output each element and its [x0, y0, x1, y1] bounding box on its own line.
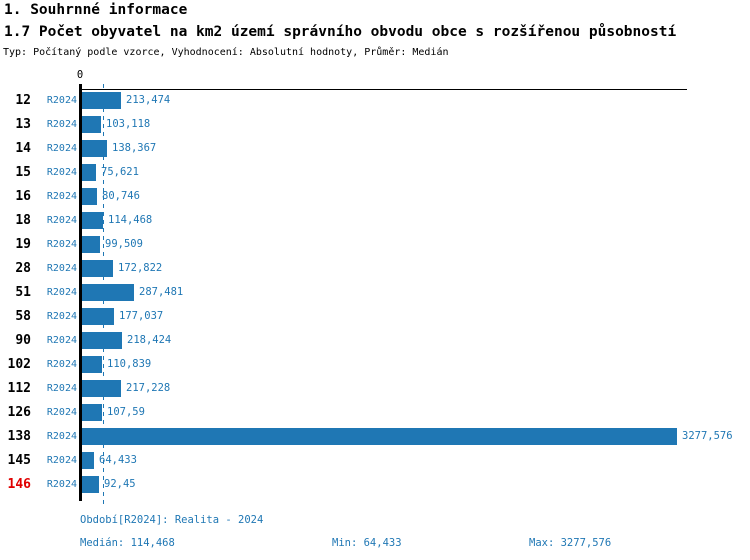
row-number: 15 [15, 165, 31, 180]
chart-row: 15 R2024 75,621 [0, 164, 750, 181]
period-label: R2024 [46, 215, 77, 226]
bar [82, 308, 114, 325]
axis-zero-label: 0 [76, 69, 84, 81]
chart-row: 18 R2024 114,468 [0, 212, 750, 229]
row-number: 12 [15, 93, 31, 108]
chart-row: 28 R2024 172,822 [0, 260, 750, 277]
period-label: R2024 [46, 191, 77, 202]
bar [82, 116, 101, 133]
bar-value-label: 172,822 [118, 262, 163, 274]
axis-top-line [80, 89, 687, 90]
bar [82, 284, 134, 301]
row-number: 112 [7, 381, 31, 396]
bar [82, 260, 113, 277]
chart-row: 126 R2024 107,59 [0, 404, 750, 421]
bar [82, 404, 102, 421]
period-label: R2024 [46, 287, 77, 298]
row-number: 146 [7, 477, 31, 492]
bar-value-label: 80,746 [102, 190, 140, 202]
bar-value-label: 218,424 [127, 334, 172, 346]
chart-title: 1.7 Počet obyvatel na km2 území správníh… [4, 24, 677, 40]
bar [82, 428, 677, 445]
bar-value-label: 217,228 [126, 382, 171, 394]
y-axis-line [79, 84, 82, 501]
bar-value-label: 64,433 [99, 454, 137, 466]
bar-value-label: 92,45 [104, 478, 136, 490]
chart-subtitle: Typ: Počítaný podle vzorce, Vyhodnocení:… [3, 47, 449, 58]
bar [82, 212, 103, 229]
footer-period: Období[R2024]: Realita - 2024 [80, 514, 264, 526]
section-title: 1. Souhrnné informace [4, 2, 188, 18]
bar [82, 380, 121, 397]
bar [82, 236, 100, 253]
period-label: R2024 [46, 143, 77, 154]
chart-row: 145 R2024 64,433 [0, 452, 750, 469]
bar-value-label: 114,468 [108, 214, 153, 226]
row-number: 28 [15, 261, 31, 276]
chart-row: 12 R2024 213,474 [0, 92, 750, 109]
bar [82, 476, 99, 493]
bar-value-label: 177,037 [119, 310, 164, 322]
period-label: R2024 [46, 335, 77, 346]
period-label: R2024 [46, 95, 77, 106]
period-label: R2024 [46, 407, 77, 418]
row-number: 51 [15, 285, 31, 300]
chart-row: 90 R2024 218,424 [0, 332, 750, 349]
chart-row: 58 R2024 177,037 [0, 308, 750, 325]
bar-value-label: 103,118 [106, 118, 151, 130]
period-label: R2024 [46, 359, 77, 370]
period-label: R2024 [46, 479, 77, 490]
chart-row: 102 R2024 110,839 [0, 356, 750, 373]
chart-row: 13 R2024 103,118 [0, 116, 750, 133]
period-label: R2024 [46, 383, 77, 394]
bar [82, 332, 122, 349]
bar [82, 356, 102, 373]
chart-row: 14 R2024 138,367 [0, 140, 750, 157]
row-number: 126 [7, 405, 31, 420]
footer-max: Max: 3277,576 [529, 537, 612, 549]
footer-median: Medián: 114,468 [80, 537, 175, 549]
row-number: 145 [7, 453, 31, 468]
period-label: R2024 [46, 311, 77, 322]
chart-row: 112 R2024 217,228 [0, 380, 750, 397]
bar-value-label: 138,367 [112, 142, 157, 154]
row-number: 102 [7, 357, 31, 372]
period-label: R2024 [46, 167, 77, 178]
chart-row: 138 R2024 3277,576 [0, 428, 750, 445]
bar-value-label: 99,509 [105, 238, 143, 250]
period-label: R2024 [46, 263, 77, 274]
bar-value-label: 110,839 [107, 358, 152, 370]
bar [82, 452, 94, 469]
bar-value-label: 3277,576 [682, 430, 733, 442]
period-label: R2024 [46, 119, 77, 130]
chart-row: 19 R2024 99,509 [0, 236, 750, 253]
chart-row: 16 R2024 80,746 [0, 188, 750, 205]
row-number: 13 [15, 117, 31, 132]
row-number: 18 [15, 213, 31, 228]
row-number: 16 [15, 189, 31, 204]
bar [82, 188, 97, 205]
row-number: 138 [7, 429, 31, 444]
period-label: R2024 [46, 239, 77, 250]
bar [82, 164, 96, 181]
bar-value-label: 287,481 [139, 286, 184, 298]
footer-min: Min: 64,433 [332, 537, 402, 549]
bar-value-label: 75,621 [101, 166, 139, 178]
chart-row: 51 R2024 287,481 [0, 284, 750, 301]
bar [82, 92, 121, 109]
period-label: R2024 [46, 455, 77, 466]
bar-value-label: 213,474 [126, 94, 171, 106]
row-number: 19 [15, 237, 31, 252]
period-label: R2024 [46, 431, 77, 442]
row-number: 90 [15, 333, 31, 348]
bar-value-label: 107,59 [107, 406, 145, 418]
row-number: 58 [15, 309, 31, 324]
row-number: 14 [15, 141, 31, 156]
bar [82, 140, 107, 157]
chart-row: 146 R2024 92,45 [0, 476, 750, 493]
